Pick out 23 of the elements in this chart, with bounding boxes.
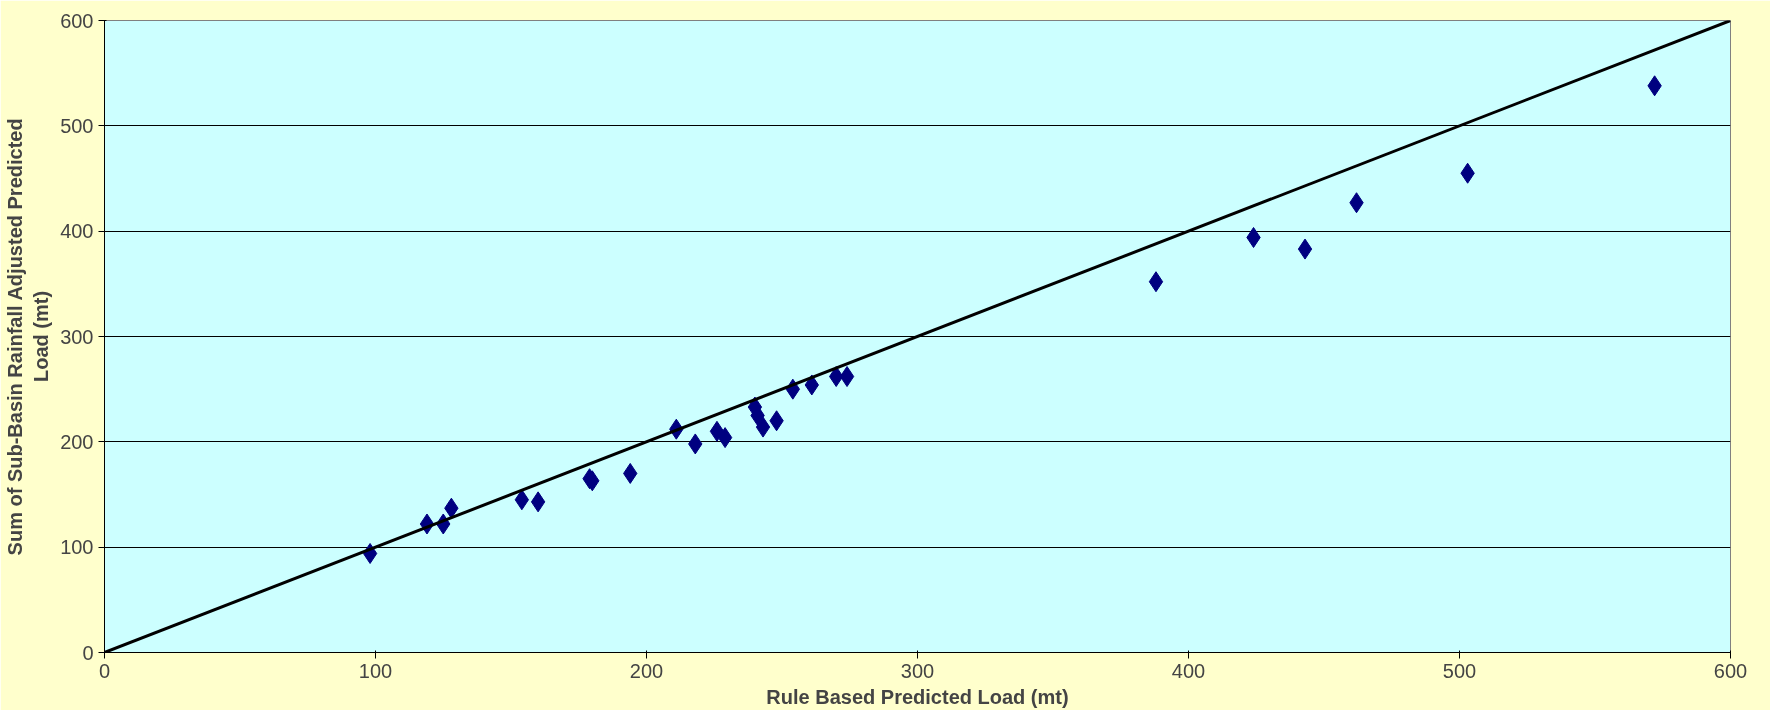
x-tick-label: 500 [1442,659,1477,682]
x-tick-label: 200 [629,659,664,682]
x-tick-label: 0 [98,659,111,682]
y-tick-label: 100 [60,536,94,559]
point [530,491,546,513]
x-axis-title: Rule Based Predicted Load (mt) [766,685,1069,708]
y-tick-label: 0 [82,641,94,664]
x-tick-label: 100 [358,659,393,682]
y-tick-label: 300 [60,325,94,348]
point [839,366,855,388]
y-tick-label: 600 [60,9,94,32]
x-tick-label: 600 [1713,659,1748,682]
x-tick-label: 300 [900,659,935,682]
y-axis-title: Sum of Sub-Basin Rainfall Adjusted Predicted Load (mt) [3,118,53,556]
point [1297,238,1313,260]
y-tick-label: 500 [60,114,94,137]
point [1148,271,1164,293]
point [717,427,733,449]
y-tick-label: 200 [60,430,94,453]
point [514,489,530,511]
x-tick-label: 400 [1171,659,1206,682]
point [755,416,771,438]
y-tick-label: 400 [60,220,94,243]
